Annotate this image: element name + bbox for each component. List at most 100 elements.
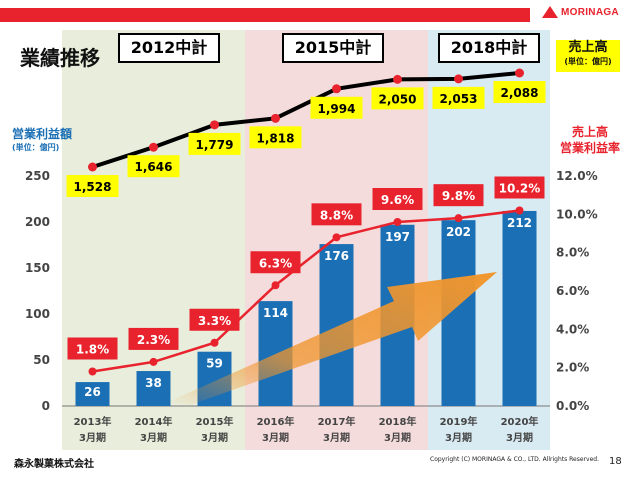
profit-bar-label: 38 — [145, 376, 162, 390]
sales-label: 2,053 — [440, 92, 478, 106]
margin-point — [515, 206, 524, 215]
footer-copyright: Copyright (C) MORINAGA & CO., LTD. Allri… — [430, 456, 599, 463]
left-tick-label: 100 — [25, 307, 50, 321]
margin-label-box — [372, 188, 423, 210]
margin-label: 1.8% — [76, 343, 109, 357]
sales-label: 1,818 — [257, 131, 295, 145]
margin-label-box — [128, 327, 179, 350]
header-red-bar — [0, 8, 530, 22]
right-tick-label: 0.0% — [556, 399, 589, 413]
sales-label-box — [188, 132, 241, 155]
margin-label-box — [433, 184, 484, 207]
company-logo: MORINAGA — [542, 6, 619, 18]
sales-label: 1,994 — [318, 102, 356, 116]
sales-label: 2,050 — [379, 92, 417, 106]
right-tick-label: 6.0% — [556, 284, 589, 298]
profit-bar-label: 59 — [206, 357, 223, 371]
profit-axis-title: 営業利益額 — [12, 127, 73, 141]
margin-point — [149, 357, 158, 366]
profit-axis-label: 営業利益額 (単位：億円) — [12, 127, 72, 154]
sales-point — [454, 74, 463, 84]
right-tick-label: 2.0% — [556, 361, 589, 375]
right-tick-label: 12.0% — [556, 169, 598, 183]
sales-legend-unit: (単位：億円) — [564, 57, 612, 66]
rate-axis-title-line2: 営業利益率 — [559, 141, 620, 155]
x-tick-label-year: 2017年 — [318, 415, 356, 428]
sales-point — [393, 74, 402, 84]
x-tick-label-year: 2020年 — [501, 415, 539, 428]
sales-point — [149, 142, 158, 152]
footer-company: 森永製菓株式会社 — [14, 459, 94, 470]
rate-axis-label: 売上高 営業利益率 — [548, 124, 632, 156]
sales-label: 2,088 — [501, 86, 539, 100]
margin-point — [454, 214, 463, 223]
sales-label-box — [371, 87, 424, 110]
left-tick-label: 200 — [25, 215, 50, 229]
sales-point — [332, 84, 341, 94]
margin-label: 3.3% — [198, 314, 231, 328]
margin-point — [210, 338, 219, 347]
sales-point — [210, 120, 219, 130]
margin-point — [88, 367, 97, 376]
margin-label: 10.2% — [499, 182, 541, 196]
left-tick-label: 250 — [25, 169, 50, 183]
margin-label: 9.6% — [381, 193, 414, 207]
margin-label-box — [311, 203, 362, 226]
profit-bar-label: 176 — [324, 249, 349, 263]
page-number: 18 — [609, 456, 622, 467]
right-tick-label: 4.0% — [556, 322, 589, 336]
profit-bar-label: 212 — [507, 216, 532, 230]
sales-label: 1,779 — [196, 138, 234, 152]
x-tick-label-period: 3月期 — [79, 431, 106, 444]
margin-line — [92, 209, 520, 373]
x-tick-label-period: 3月期 — [201, 431, 228, 444]
x-tick-label-period: 3月期 — [323, 431, 350, 444]
sales-label-box — [432, 86, 485, 109]
x-tick-label-period: 3月期 — [384, 431, 411, 444]
margin-point — [271, 281, 280, 290]
margin-label-box — [494, 176, 545, 199]
logo-text: MORINAGA — [561, 6, 619, 18]
sales-label-box — [310, 96, 363, 119]
left-tick-label: 50 — [33, 353, 50, 367]
growth-arrow-icon — [168, 272, 497, 405]
profit-bar — [75, 382, 110, 406]
sales-point — [515, 68, 524, 78]
x-tick-label-year: 2014年 — [135, 415, 173, 428]
x-tick-label-year: 2018年 — [379, 415, 417, 428]
sales-label: 1,528 — [74, 180, 112, 194]
profit-bar — [136, 371, 171, 406]
margin-label: 8.8% — [320, 208, 353, 222]
x-tick-label-year: 2019年 — [440, 415, 478, 428]
x-tick-label-period: 3月期 — [140, 431, 167, 444]
page-title: 業績推移 — [20, 46, 100, 70]
sales-legend-label: 売上高 — [568, 40, 608, 55]
margin-label: 2.3% — [137, 333, 170, 347]
sales-label-box — [249, 126, 302, 149]
profit-bar-label: 114 — [263, 306, 288, 320]
margin-label-box — [189, 308, 240, 331]
x-tick-label-year: 2016年 — [257, 415, 295, 428]
right-tick-label: 10.0% — [556, 207, 598, 221]
margin-point — [393, 218, 402, 226]
sales-label-box — [493, 81, 546, 103]
sales-line — [91, 71, 520, 169]
margin-label: 6.3% — [259, 256, 292, 270]
sales-label-box — [66, 175, 119, 197]
margin-label-box — [250, 251, 301, 274]
sales-label: 1,646 — [135, 160, 173, 174]
margin-label: 9.8% — [442, 189, 475, 203]
left-tick-label: 150 — [25, 261, 50, 275]
profit-bar — [502, 210, 537, 406]
margin-point — [332, 233, 341, 242]
plan-label-2012: 2012中計 — [118, 33, 220, 63]
left-tick-label: 0 — [42, 399, 50, 413]
sales-point — [271, 113, 280, 123]
x-tick-label-period: 3月期 — [506, 431, 533, 444]
right-tick-label: 8.0% — [556, 246, 589, 260]
rate-axis-title-line1: 売上高 — [571, 125, 608, 139]
profit-bar-label: 197 — [385, 230, 410, 244]
profit-axis-unit: (単位：億円) — [12, 143, 60, 152]
